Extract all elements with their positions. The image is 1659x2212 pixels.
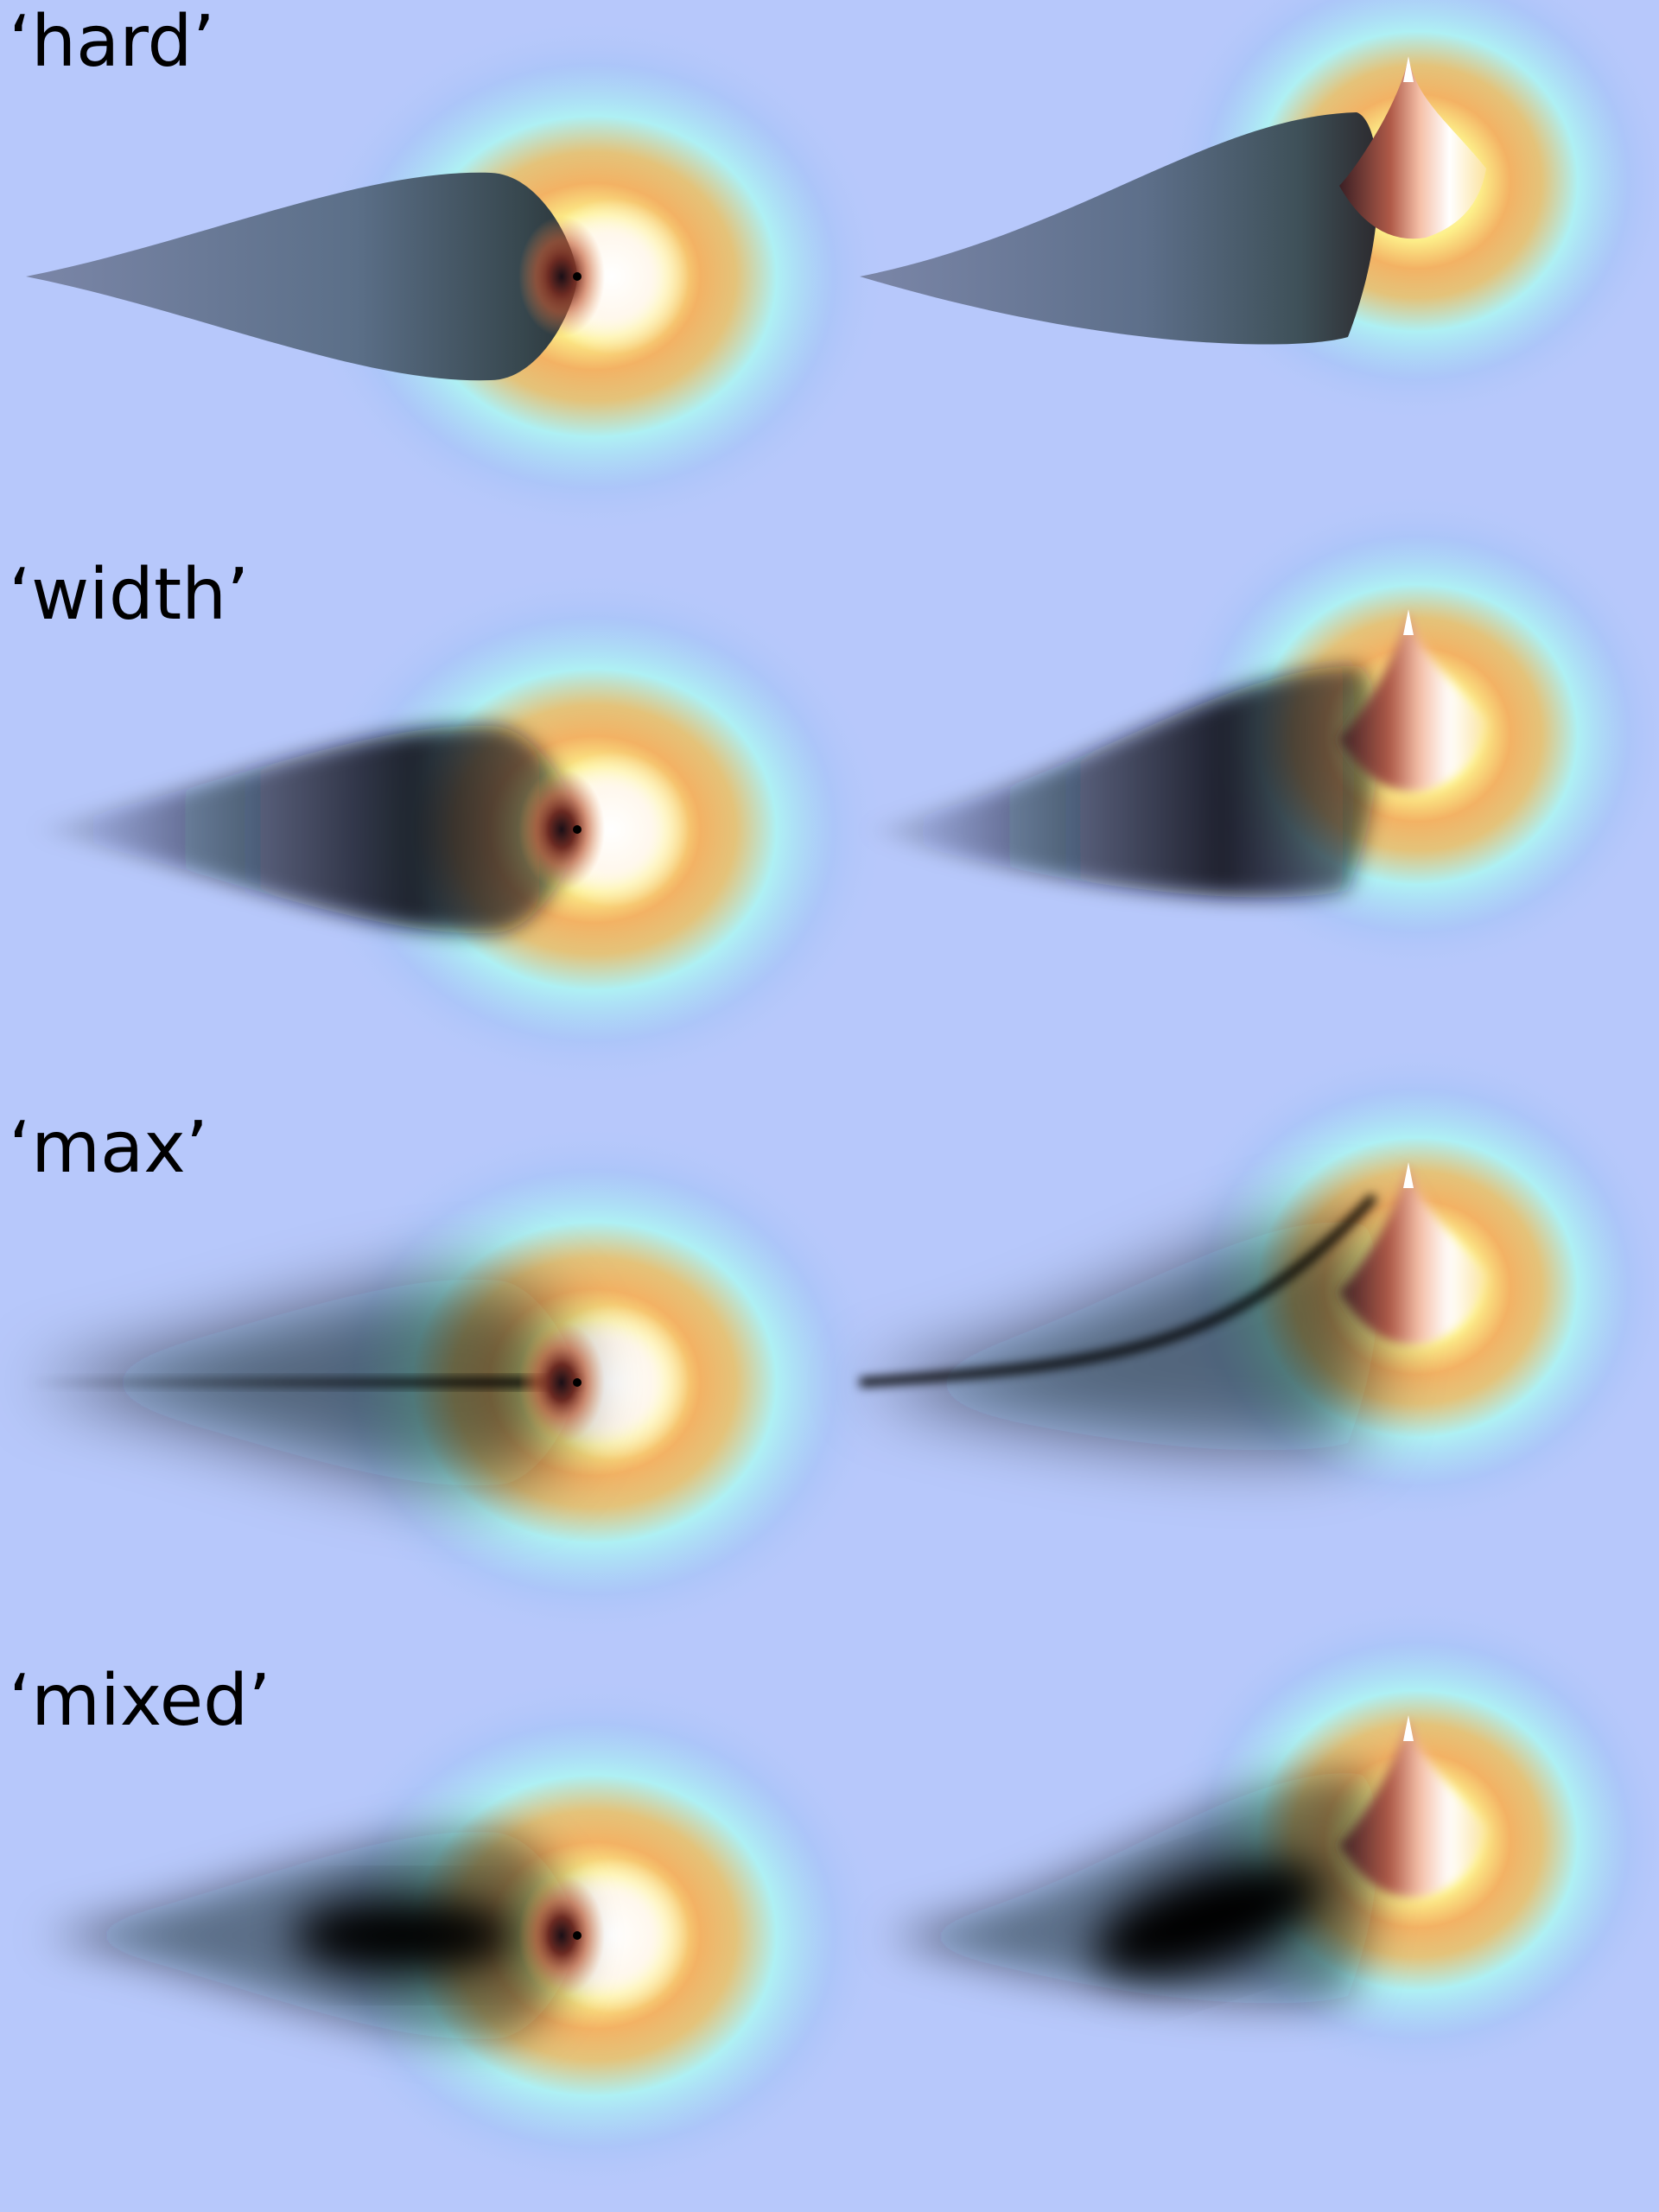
panel-right-hard xyxy=(860,0,1659,423)
panel-left-hard xyxy=(26,17,888,536)
light-point xyxy=(573,1378,582,1387)
row-label-mixed: ‘mixed’ xyxy=(9,1660,271,1742)
row-label-max: ‘max’ xyxy=(9,1107,208,1189)
cone-tip xyxy=(1403,56,1414,82)
panel-left-max xyxy=(26,1123,888,1642)
cone-peak xyxy=(1339,609,1486,792)
cone-peak xyxy=(1339,1715,1486,1898)
row-mixed xyxy=(43,1599,1659,2195)
shadow-hard xyxy=(26,172,577,381)
light-rim xyxy=(518,216,605,337)
row-label-width: ‘width’ xyxy=(9,554,250,636)
cone-tip xyxy=(1403,609,1414,635)
panel-left-width xyxy=(26,570,888,1089)
shadow-max-core xyxy=(26,1377,577,1388)
cone-tip xyxy=(1403,1715,1414,1741)
shadow-max-core xyxy=(859,1193,1377,1387)
cone-peak xyxy=(1339,56,1486,239)
panel-group xyxy=(26,0,1659,2195)
light-point xyxy=(573,1931,582,1940)
light-point xyxy=(573,272,582,281)
light-rim xyxy=(518,1875,605,1996)
cone-peak xyxy=(1339,1162,1486,1345)
row-max xyxy=(26,1046,1659,1642)
panel-right-max xyxy=(859,1046,1659,1529)
shadow-width xyxy=(26,725,577,934)
panel-left-mixed xyxy=(43,1676,888,2195)
cone-tip xyxy=(1403,1162,1414,1188)
row-label-hard: ‘hard’ xyxy=(9,1,215,83)
shadow-width xyxy=(860,665,1378,898)
shadow-mixed-core xyxy=(1093,1859,1326,1977)
light-point xyxy=(573,825,582,834)
light-rim xyxy=(518,769,605,890)
panel-right-width xyxy=(860,493,1659,976)
light-rim xyxy=(518,1322,605,1443)
shadow-hard xyxy=(860,112,1378,345)
shadow-max-soft xyxy=(860,1218,1378,1451)
row-hard xyxy=(26,0,1659,536)
panel-right-mixed xyxy=(886,1599,1659,2082)
row-width xyxy=(26,493,1659,1089)
shadow-mixed-core xyxy=(292,1897,517,1974)
